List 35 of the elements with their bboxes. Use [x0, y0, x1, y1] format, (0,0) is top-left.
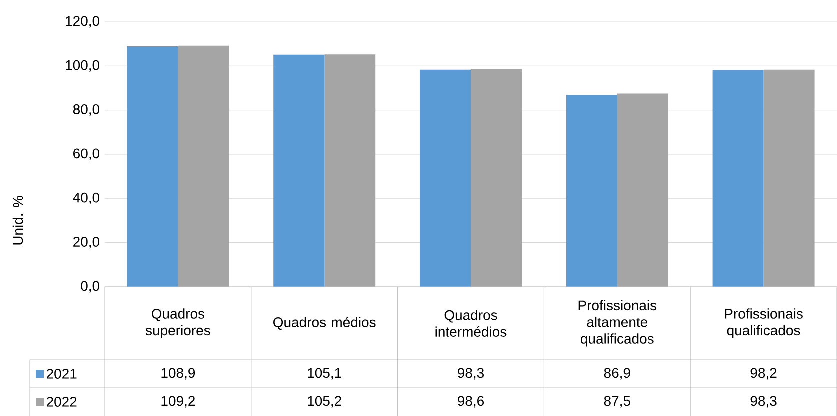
legend-label: 2021 — [46, 369, 77, 379]
bar — [471, 69, 522, 287]
y-tick-label: 120,0 — [66, 16, 100, 28]
data-label: 105,2 — [308, 396, 342, 408]
data-label: 87,5 — [604, 396, 630, 408]
data-label: 105,1 — [308, 368, 342, 380]
data-label: 98,2 — [750, 368, 777, 380]
data-label: 109,2 — [162, 396, 195, 408]
bar — [566, 95, 618, 287]
bar — [764, 70, 815, 287]
data-label: 98,3 — [458, 368, 484, 380]
data-label: 98,3 — [750, 396, 777, 408]
bar — [127, 46, 178, 287]
y-tick-label: 40,0 — [73, 192, 100, 204]
bar — [420, 70, 471, 287]
bar — [324, 54, 376, 287]
data-label: 98,6 — [458, 396, 484, 408]
y-tick-label: 60,0 — [74, 148, 100, 160]
data-label: 108,9 — [162, 368, 196, 380]
y-tick-label: 80,0 — [73, 104, 100, 116]
x-tick-label: Profissionais altamente qualificados — [578, 300, 657, 347]
y-tick-label: 100,0 — [66, 60, 100, 72]
y-tick-label: 20,0 — [74, 237, 100, 249]
x-tick-label: Quadros médios — [274, 317, 376, 330]
y-tick-label: 0,0 — [81, 281, 100, 293]
y-axis-title: Unid. % — [12, 196, 24, 245]
x-tick-label: Quadros superiores — [146, 308, 210, 338]
bar — [617, 94, 668, 287]
bar — [178, 46, 230, 287]
x-tick-label: Profissionais qualificados — [725, 308, 803, 338]
bar — [712, 70, 764, 287]
bar — [274, 54, 325, 287]
legend-label: 2022 — [46, 397, 77, 407]
x-tick-label: Quadros intermédios — [436, 310, 507, 337]
data-label: 86,9 — [604, 368, 630, 380]
